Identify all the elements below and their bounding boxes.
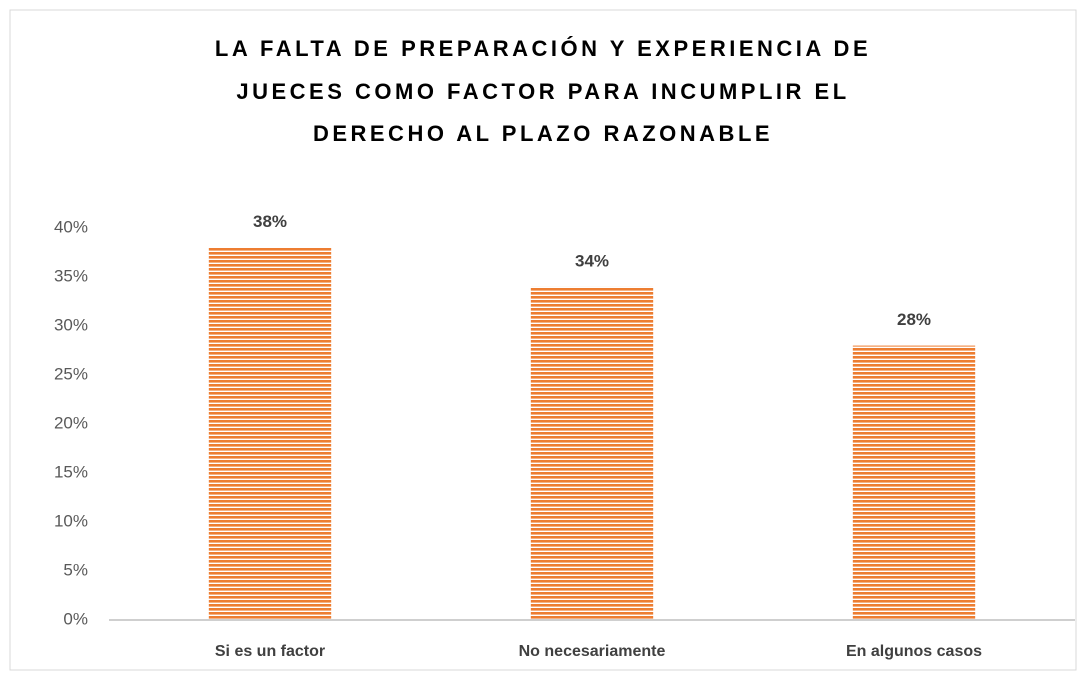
data-label: 34% [575, 251, 609, 270]
bar [208, 247, 332, 620]
x-tick-label: En algunos casos [846, 643, 982, 660]
y-tick-label: 35% [54, 266, 88, 285]
x-tick-label: Si es un factor [215, 643, 325, 660]
y-tick-label: 25% [54, 364, 88, 383]
chart-title: JUECES COMO FACTOR PARA INCUMPLIR EL [236, 79, 849, 104]
bar [852, 345, 976, 620]
chart-title: LA FALTA DE PREPARACIÓN Y EXPERIENCIA DE [215, 36, 871, 61]
x-tick-label: No necesariamente [519, 643, 666, 660]
y-tick-label: 15% [54, 462, 88, 481]
chart-title: DERECHO AL PLAZO RAZONABLE [313, 121, 773, 146]
data-label: 38% [253, 212, 287, 231]
y-tick-label: 10% [54, 511, 88, 530]
data-label: 28% [897, 310, 931, 329]
y-tick-label: 40% [54, 217, 88, 236]
bar [530, 286, 654, 620]
y-tick-label: 0% [63, 609, 88, 628]
y-tick-label: 5% [63, 560, 88, 579]
y-tick-label: 20% [54, 413, 88, 432]
y-tick-label: 30% [54, 315, 88, 334]
